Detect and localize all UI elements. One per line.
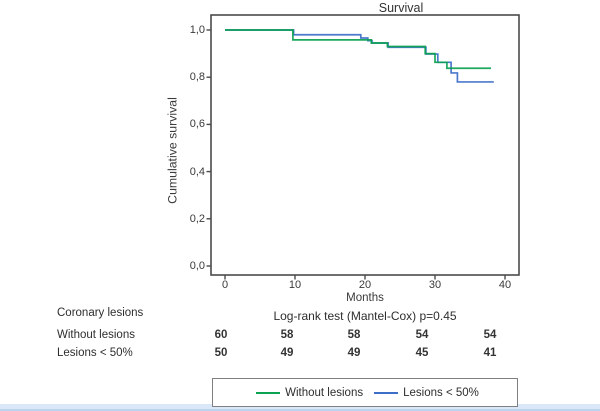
x-axis-label: Months [346,292,384,304]
risk-count: 58 [280,329,294,341]
risk-count: 60 [214,329,228,341]
risk-row-label-lesions-lt-50: Lesions < 50% [57,347,133,359]
risk-count: 50 [214,347,228,359]
x-tick-0: 0 [221,279,229,291]
legend: Without lesions Lesions < 50% [212,378,518,407]
risk-count: 41 [483,347,497,359]
y-tick-1.0: 1,0 [189,24,205,36]
y-tick-0.4: 0,4 [189,165,205,178]
y-tick-0.2: 0,2 [189,212,205,225]
window-bottom-strip [0,404,600,411]
x-tick-10: 10 [288,279,302,291]
risk-count: 45 [415,347,429,359]
risk-count: 54 [415,329,429,341]
x-tick-20: 20 [358,279,372,291]
legend-item-lesions-lt-50: Lesions < 50% [369,387,479,399]
risk-count: 54 [483,329,497,341]
legend-label: Without lesions [285,386,364,399]
risk-count: 49 [280,347,294,359]
axis-ticks [206,29,506,280]
y-tick-0.8: 0,8 [189,71,205,84]
survival-curves [225,29,494,83]
risk-table-header: Coronary lesions [57,307,144,319]
plot-border [210,14,520,276]
y-tick-0.6: 0,6 [189,118,205,131]
chart-title: Survival [378,1,424,15]
green-line-sample [256,391,281,394]
risk-count: 49 [347,347,361,359]
logrank-stat-text: Log-rank test (Mantel-Cox) p=0.45 [273,309,457,323]
risk-count: 58 [347,329,361,341]
blue-line-sample [374,391,399,394]
x-tick-40: 40 [498,279,512,291]
x-tick-30: 30 [428,279,442,291]
y-tick-0.0: 0,0 [189,260,205,272]
legend-item-without-lesions: Without lesions [251,387,363,399]
risk-row-label-without-lesions: Without lesions [57,329,135,341]
y-axis-label: Cumulative survival [165,97,180,204]
legend-label: Lesions < 50% [403,386,479,399]
